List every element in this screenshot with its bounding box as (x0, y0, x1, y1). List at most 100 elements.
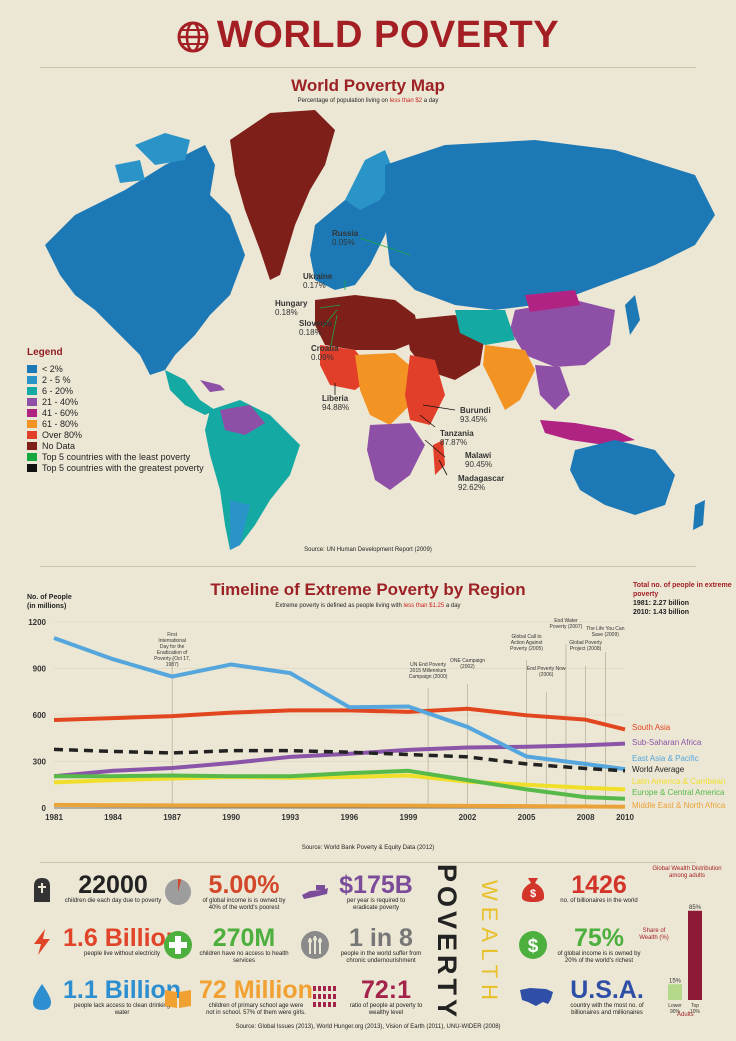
annotation-label: The Life You Can Save (2009) (586, 626, 625, 638)
stat-number: $175B (339, 871, 413, 899)
stat-school: 72 Million children of primary school age… (163, 977, 313, 1017)
greenland-shape (230, 110, 335, 280)
annotation-line-text: Project (2008) (570, 646, 602, 652)
annotation-label: UN End Poverty 2015 Millennium Campaign (2… (409, 662, 448, 680)
legend-label: Over 80% (42, 429, 83, 440)
least-pct: 0.09% (311, 353, 334, 362)
series-line (53, 802, 626, 809)
legend-swatch (27, 430, 37, 439)
stat-caption: ratio of people at poverty to wealthy le… (349, 1003, 423, 1016)
australia-shape (570, 440, 675, 515)
greatest-pct: 87.87% (440, 438, 468, 447)
central-america-shape (165, 370, 215, 415)
stat-children-deaths: 22000 children die each day due to povert… (27, 872, 163, 905)
stat-number: 1426 (571, 871, 627, 899)
legend-item: 6 - 20% (27, 385, 204, 396)
series-label: Latin America & Carribean (632, 777, 725, 786)
wheat-icon (301, 931, 329, 959)
map-subtitle: Percentage of population living on less … (0, 98, 736, 104)
stat-clean-water: 1.1 Billion people lack access to clean d… (27, 977, 181, 1017)
annotation-label: ONE Campaign (2002) (450, 658, 485, 670)
stat-caption: children of primary school age were not … (206, 1003, 306, 1016)
dollar-coin-icon: $ (519, 931, 547, 959)
legend-label: Top 5 countries with the greatest povert… (42, 462, 204, 473)
timeline-subtitle-pre: Extreme poverty is defined as people liv… (275, 603, 404, 609)
south-america-north-shape (220, 405, 265, 435)
least-name: Ukraine (303, 272, 333, 281)
annotation-line-text: (2006) (539, 672, 554, 678)
wealth-chart-ylabel: Share of Wealth (%) (639, 928, 669, 941)
y-tick-label: 300 (33, 758, 47, 767)
southern-africa-shape (367, 423, 425, 490)
annotation-label: Global Poverty Project (2008) (569, 640, 602, 652)
y-tick-label: 0 (42, 804, 47, 813)
page-title: WORLD POVERTY (0, 14, 736, 57)
timeline-title: Timeline of Extreme Poverty by Region (210, 580, 526, 599)
scandinavia-shape (345, 150, 395, 210)
annotation-line-text: Eradication of (157, 650, 188, 656)
stat-caption: of global income is is owned by 40% of t… (202, 898, 286, 911)
y-tick-label: 600 (33, 711, 47, 720)
series-label: Middle East & North Africa (632, 801, 726, 810)
stats-source: Source: Global Issues (2013), World Hung… (235, 1024, 501, 1030)
poverty-word-box: POVERTY (432, 864, 463, 1021)
ylabel-line2: (in millions) (27, 603, 67, 610)
y-axis-title: No. of People (in millions) (27, 593, 72, 611)
legend-item: Top 5 countries with the least poverty (27, 451, 204, 462)
stat-caption: no. of billionaires in the world (560, 898, 638, 904)
annotation-label: First International Day for the Eradication… (154, 632, 190, 668)
canada-islands-shape (115, 133, 190, 183)
divider (40, 566, 696, 567)
x-tick-label: 1981 (45, 813, 63, 822)
y-tick-label: 1200 (28, 618, 46, 627)
wealth-bar (668, 984, 682, 1000)
y-tick-label: 900 (33, 665, 47, 674)
annotation-line-text: ONE Campaign (450, 658, 485, 664)
stat-caption: children have no access to health servic… (199, 951, 289, 964)
annotation-line-text: Poverty (Oct 17, (154, 656, 190, 662)
legend-swatch (27, 375, 37, 384)
stat-caption: of global income is is owned by 20% of t… (557, 951, 641, 964)
annotation-line-text: Action Against (511, 640, 543, 646)
wealth-bar-value: 15% (669, 978, 682, 984)
stat-caption: country with the most no. of billionaire… (570, 1003, 644, 1016)
north-america-shape (45, 145, 245, 375)
stat-number: 1.1 Billion (63, 976, 182, 1004)
legend-item: < 2% (27, 363, 204, 374)
north-africa-shape (315, 295, 420, 350)
money-bag-icon: $ (521, 877, 545, 902)
least-pct: 0.17% (303, 281, 326, 290)
least-pct: 0.05% (332, 238, 355, 247)
legend-label: Top 5 countries with the least poverty (42, 451, 191, 462)
x-tick-label: 2005 (518, 813, 536, 822)
legend-item: 41 - 60% (27, 407, 204, 418)
wealth-bar (688, 910, 702, 1000)
least-name: Hungary (275, 299, 308, 308)
southeast-asia-shape (535, 365, 570, 410)
stat-number: 22000 (78, 871, 148, 899)
legend-title: Legend (27, 347, 63, 358)
stat-income-poorest: 5.00% of global income is is owned by 40%… (163, 872, 289, 912)
stat-number: 5.00% (208, 871, 280, 899)
x-tick-label: 2008 (577, 813, 595, 822)
annotation-line-text: 1987) (166, 662, 179, 668)
map-subtitle-pre: Percentage of population living on (297, 98, 390, 104)
least-poverty-leaders (319, 237, 411, 351)
label-madagascar: Madagascar 92.62% (458, 474, 504, 492)
wealth-bar-label: Lower (668, 1003, 682, 1009)
wealth-word: WEALTH (477, 879, 503, 1006)
total-1981: 1981: 2.27 billion (633, 600, 690, 607)
series-label: World Average (632, 765, 685, 774)
stat-undernourishment: 1 in 8 people in the world suffer from ch… (300, 925, 426, 965)
stat-health-services: 270M children have no access to health se… (163, 925, 289, 965)
series-label: East Asia & Pacific (632, 754, 699, 763)
title-text: WORLD POVERTY (216, 14, 560, 56)
greatest-name: Burundi (460, 406, 491, 415)
legend-swatch (27, 397, 37, 406)
pie-slice-icon (165, 878, 191, 905)
poverty-word: POVERTY (432, 863, 463, 1022)
series-label: South Asia (632, 723, 671, 732)
legend-swatch (27, 419, 37, 428)
open-book-icon (165, 990, 191, 1008)
